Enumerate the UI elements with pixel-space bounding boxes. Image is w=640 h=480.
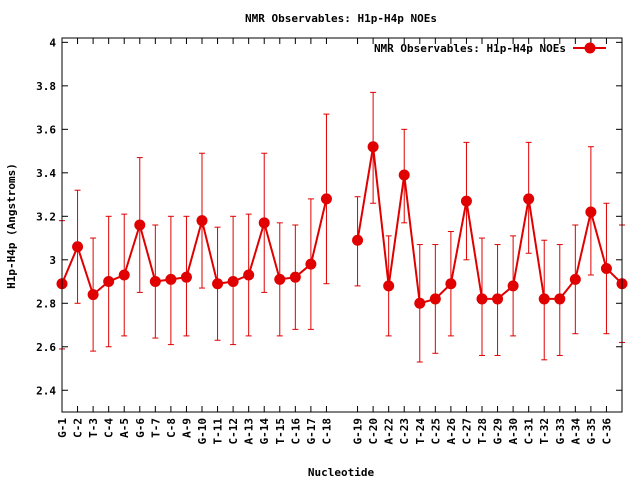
y-tick-label: 2.8 bbox=[36, 297, 56, 310]
x-tick-label: T-11 bbox=[212, 418, 225, 445]
y-tick-label: 3.6 bbox=[36, 123, 56, 136]
plot-area-border bbox=[61, 37, 623, 413]
data-point bbox=[243, 269, 255, 281]
x-tick-label: C-27 bbox=[460, 418, 473, 445]
chart-title: NMR Observables: H1p-H4p NOEs bbox=[245, 12, 437, 25]
data-point bbox=[600, 262, 612, 274]
x-tick-label: C-20 bbox=[367, 418, 380, 445]
data-point bbox=[212, 278, 224, 290]
data-point bbox=[165, 273, 177, 285]
x-tick-label: T-28 bbox=[476, 418, 489, 445]
data-point bbox=[118, 269, 130, 281]
series-line bbox=[61, 198, 328, 297]
data-point bbox=[460, 195, 472, 207]
data-point bbox=[414, 297, 426, 309]
data-point bbox=[289, 271, 301, 283]
x-tick-label: C-16 bbox=[289, 418, 302, 445]
x-tick-label: G-17 bbox=[305, 418, 318, 445]
x-tick-label: G-6 bbox=[134, 418, 147, 438]
y-tick-label: 3.4 bbox=[36, 167, 56, 180]
x-tick-label: G-14 bbox=[258, 418, 271, 445]
series-line bbox=[356, 146, 623, 305]
data-point bbox=[445, 278, 457, 290]
x-tick-label: G-10 bbox=[196, 418, 209, 445]
data-point bbox=[569, 273, 581, 285]
x-tick-label: A-22 bbox=[383, 418, 396, 445]
x-tick-label: A-5 bbox=[118, 418, 131, 438]
data-point bbox=[398, 169, 410, 181]
y-axis-label: H1p-H4p (Angstroms) bbox=[5, 163, 18, 289]
data-point bbox=[367, 141, 379, 153]
x-tick-label: T-32 bbox=[538, 418, 551, 445]
data-point bbox=[476, 293, 488, 305]
data-point bbox=[149, 276, 161, 288]
data-point bbox=[523, 193, 535, 205]
data-point bbox=[429, 293, 441, 305]
x-tick-label: G-19 bbox=[352, 418, 365, 445]
data-point bbox=[87, 289, 99, 301]
data-point bbox=[585, 206, 597, 218]
x-tick-label: T-15 bbox=[274, 418, 287, 445]
x-tick-label: T-7 bbox=[149, 418, 162, 438]
x-tick-label: A-34 bbox=[569, 418, 582, 445]
x-tick-label: A-13 bbox=[243, 418, 256, 445]
data-point bbox=[274, 273, 286, 285]
data-point bbox=[196, 215, 208, 227]
data-point bbox=[383, 280, 395, 292]
plot-layer: 2.42.62.833.23.43.63.84G-1 C-2 T-3 C-4 A-5 G-… bbox=[36, 36, 628, 445]
x-tick-label: C-8 bbox=[165, 418, 178, 438]
x-tick-label: C-31 bbox=[523, 418, 536, 445]
x-tick-label: C-18 bbox=[320, 418, 333, 445]
y-tick-label: 2.6 bbox=[36, 341, 56, 354]
x-tick-label: T-24 bbox=[414, 418, 427, 445]
x-axis-label: Nucleotide bbox=[308, 466, 375, 479]
y-tick-label: 3.8 bbox=[36, 80, 56, 93]
data-point bbox=[320, 193, 332, 205]
x-tick-label: C-23 bbox=[398, 418, 411, 445]
x-tick-label: A-30 bbox=[507, 418, 520, 445]
data-point bbox=[538, 293, 550, 305]
x-tick-label: G-1 bbox=[56, 418, 69, 438]
x-tick-label: C-2 bbox=[72, 418, 85, 438]
data-point bbox=[134, 219, 146, 231]
data-point bbox=[554, 293, 566, 305]
x-tick-label: G-29 bbox=[492, 418, 505, 445]
legend: NMR Observables: H1p-H4p NOEs bbox=[374, 42, 606, 55]
y-tick-label: 4 bbox=[49, 36, 56, 49]
x-tick-label: C-12 bbox=[227, 418, 240, 445]
data-point bbox=[103, 276, 115, 288]
data-point bbox=[305, 258, 317, 270]
data-point bbox=[492, 293, 504, 305]
x-tick-label: T-3 bbox=[87, 418, 100, 438]
data-point bbox=[72, 241, 84, 253]
legend-marker bbox=[584, 42, 596, 54]
y-tick-label: 2.4 bbox=[36, 384, 56, 397]
x-tick-label: C-4 bbox=[103, 418, 116, 438]
x-tick-label: G-33 bbox=[554, 418, 567, 445]
x-tick-label: G-35 bbox=[585, 418, 598, 445]
data-point bbox=[227, 276, 239, 288]
data-point bbox=[258, 217, 270, 229]
y-tick-label: 3.2 bbox=[36, 210, 56, 223]
data-point bbox=[352, 234, 364, 246]
data-point bbox=[180, 271, 192, 283]
y-tick-label: 3 bbox=[49, 254, 56, 267]
x-tick-label: C-36 bbox=[600, 418, 613, 445]
x-tick-label: C-25 bbox=[429, 418, 442, 445]
legend-label: NMR Observables: H1p-H4p NOEs bbox=[374, 42, 566, 55]
x-tick-label: A-26 bbox=[445, 418, 458, 445]
x-tick-label: A-9 bbox=[180, 418, 193, 438]
data-point bbox=[507, 280, 519, 292]
